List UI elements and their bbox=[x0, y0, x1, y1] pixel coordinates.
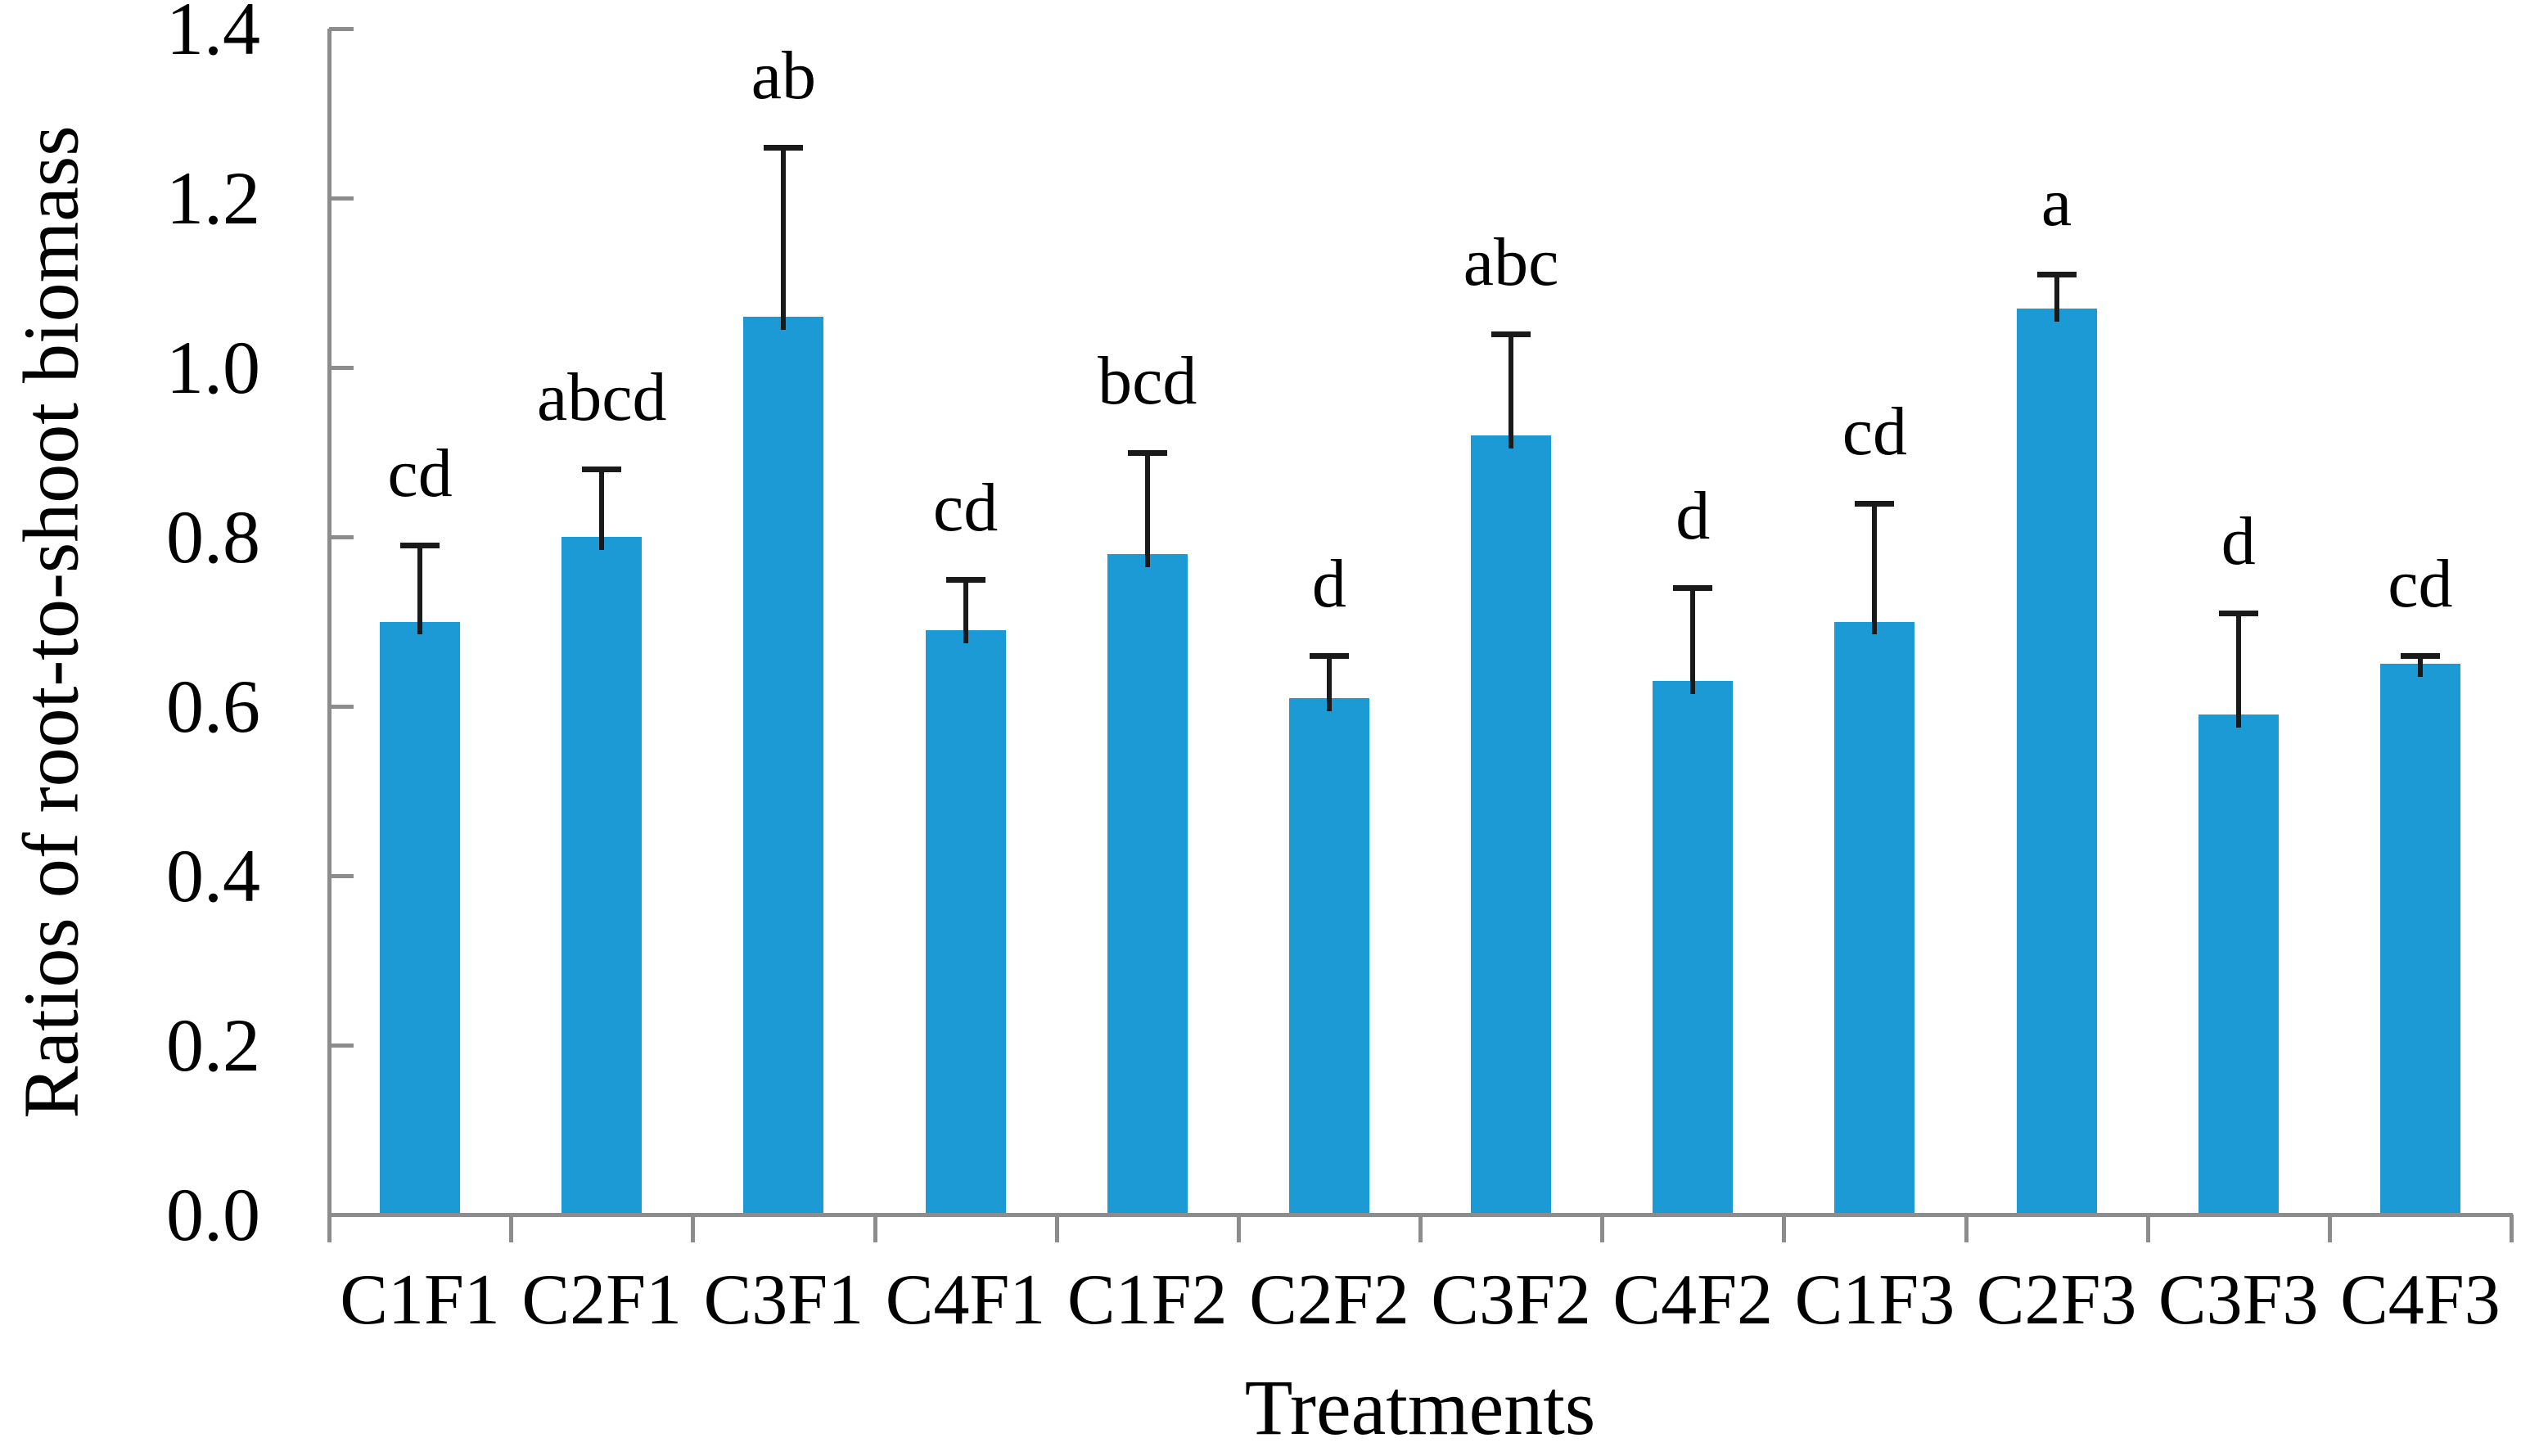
x-tick-mark-3 bbox=[873, 1215, 877, 1242]
error-bar-line-c4f1 bbox=[963, 579, 968, 643]
bar-c4f3 bbox=[2379, 664, 2460, 1215]
x-tick-label-c4f1: C4F1 bbox=[885, 1260, 1046, 1340]
x-tick-mark-5 bbox=[1236, 1215, 1241, 1242]
y-tick-mark-0.4 bbox=[329, 874, 354, 878]
error-bar-cap-c4f1 bbox=[945, 576, 985, 583]
significance-letter-c3f3: d bbox=[2221, 503, 2256, 580]
error-bar-cap-c1f1 bbox=[400, 543, 440, 549]
significance-letter-c4f3: cd bbox=[2388, 545, 2453, 622]
bar-c1f3 bbox=[1834, 621, 1915, 1215]
y-tick-label-0.8: 0.8 bbox=[166, 495, 260, 579]
error-bar-cap-c3f3 bbox=[2218, 611, 2258, 617]
error-bar-cap-c1f3 bbox=[1855, 500, 1895, 507]
error-bar-line-c4f3 bbox=[2417, 655, 2423, 678]
error-bar-line-c1f3 bbox=[1872, 503, 1878, 635]
x-tick-label-c1f3: C1F3 bbox=[1794, 1260, 1955, 1340]
error-bar-line-c3f3 bbox=[2235, 613, 2241, 728]
x-tick-mark-11 bbox=[2327, 1215, 2332, 1242]
bar-c4f2 bbox=[1653, 680, 1734, 1215]
y-tick-label-0.6: 0.6 bbox=[166, 665, 260, 748]
y-tick-mark-1.0 bbox=[329, 366, 354, 370]
x-tick-mark-7 bbox=[1600, 1215, 1605, 1242]
significance-letter-c1f3: cd bbox=[1842, 393, 1908, 470]
error-bar-line-c4f2 bbox=[1690, 588, 1696, 694]
error-bar-cap-c3f2 bbox=[1491, 331, 1531, 337]
x-axis-title: Treatments bbox=[1244, 1364, 1596, 1451]
error-bar-cap-c4f3 bbox=[2400, 652, 2440, 659]
error-bar-cap-c2f3 bbox=[2036, 272, 2077, 278]
x-tick-mark-1 bbox=[509, 1215, 514, 1242]
x-tick-label-c2f3: C2F3 bbox=[1976, 1260, 2137, 1340]
significance-letter-c3f1: ab bbox=[751, 37, 817, 114]
error-bar-line-c3f2 bbox=[1509, 333, 1514, 449]
y-tick-mark-0.6 bbox=[329, 705, 354, 709]
y-axis-line bbox=[327, 29, 331, 1215]
y-tick-mark-1.2 bbox=[329, 196, 354, 201]
error-bar-cap-c3f1 bbox=[764, 144, 804, 151]
y-tick-label-0.4: 0.4 bbox=[166, 834, 260, 917]
y-tick-label-0.2: 0.2 bbox=[166, 1003, 260, 1087]
x-tick-label-c4f2: C4F2 bbox=[1612, 1260, 1774, 1340]
error-bar-cap-c4f2 bbox=[1673, 585, 1713, 592]
x-tick-mark-6 bbox=[1418, 1215, 1423, 1242]
significance-letter-c1f2: bcd bbox=[1098, 342, 1197, 419]
x-tick-mark-10 bbox=[2145, 1215, 2150, 1242]
x-tick-label-c1f2: C1F2 bbox=[1067, 1260, 1228, 1340]
x-tick-label-c3f1: C3F1 bbox=[703, 1260, 864, 1340]
error-bar-cap-c2f1 bbox=[582, 467, 622, 473]
significance-letter-c2f1: abcd bbox=[536, 359, 667, 436]
x-tick-mark-9 bbox=[1964, 1215, 1969, 1242]
bar-c1f2 bbox=[1107, 553, 1188, 1215]
bar-c4f1 bbox=[925, 629, 1006, 1215]
x-tick-mark-0 bbox=[327, 1215, 331, 1242]
bar-c2f3 bbox=[2016, 308, 2097, 1215]
x-tick-label-c1f1: C1F1 bbox=[340, 1260, 500, 1340]
error-bar-line-c1f2 bbox=[1144, 452, 1150, 567]
y-tick-label-1.4: 1.4 bbox=[166, 0, 260, 70]
y-tick-mark-0.2 bbox=[329, 1044, 354, 1048]
x-tick-mark-4 bbox=[1054, 1215, 1059, 1242]
significance-letter-c4f1: cd bbox=[932, 469, 999, 546]
error-bar-line-c2f1 bbox=[599, 469, 605, 550]
significance-letter-c1f1: cd bbox=[387, 435, 453, 512]
error-bar-line-c2f3 bbox=[2054, 274, 2059, 322]
y-tick-mark-1.4 bbox=[329, 27, 354, 31]
x-tick-mark-12 bbox=[2510, 1215, 2514, 1242]
x-tick-label-c3f3: C3F3 bbox=[2158, 1260, 2319, 1340]
x-axis-line bbox=[327, 1213, 2513, 1217]
significance-letter-c2f3: a bbox=[2041, 165, 2072, 241]
x-tick-label-c2f2: C2F2 bbox=[1249, 1260, 1409, 1340]
bar-c2f2 bbox=[1288, 697, 1369, 1215]
y-tick-label-1.2: 1.2 bbox=[166, 156, 260, 240]
x-tick-mark-2 bbox=[691, 1215, 696, 1242]
error-bar-line-c1f1 bbox=[417, 545, 423, 635]
significance-letter-c2f2: d bbox=[1311, 545, 1346, 622]
x-tick-mark-8 bbox=[1782, 1215, 1787, 1242]
x-tick-label-c3f2: C3F2 bbox=[1431, 1260, 1591, 1340]
significance-letter-c4f2: d bbox=[1675, 478, 1711, 555]
bar-c3f2 bbox=[1471, 435, 1552, 1215]
error-bar-cap-c2f2 bbox=[1309, 652, 1349, 659]
error-bar-line-c3f1 bbox=[781, 147, 787, 330]
y-tick-label-0.0: 0.0 bbox=[166, 1173, 260, 1256]
error-bar-line-c2f2 bbox=[1326, 655, 1332, 711]
bar-c3f3 bbox=[2198, 714, 2279, 1215]
significance-letter-c3f2: abc bbox=[1463, 223, 1559, 300]
bar-c2f1 bbox=[561, 537, 643, 1215]
x-tick-label-c4f3: C4F3 bbox=[2340, 1260, 2501, 1340]
y-axis-title: Ratios of root-to-shoot biomass bbox=[7, 125, 95, 1119]
y-tick-label-1.0: 1.0 bbox=[166, 326, 260, 409]
x-tick-label-c2f1: C2F1 bbox=[521, 1260, 683, 1340]
y-tick-mark-0.8 bbox=[329, 535, 354, 539]
bar-c3f1 bbox=[743, 316, 824, 1215]
error-bar-cap-c1f2 bbox=[1127, 449, 1167, 456]
bar-c1f1 bbox=[380, 621, 461, 1215]
